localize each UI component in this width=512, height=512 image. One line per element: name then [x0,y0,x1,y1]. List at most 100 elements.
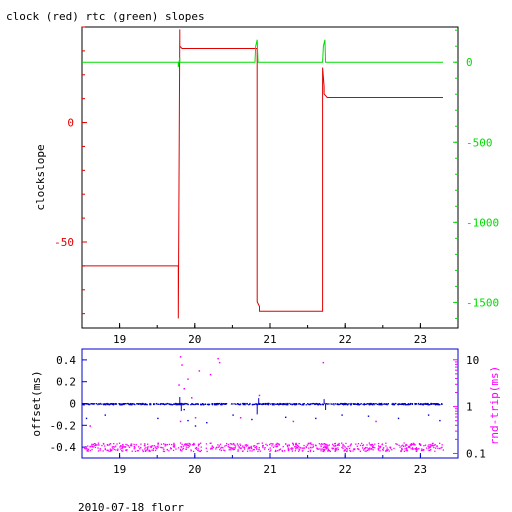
rndtrip-point [227,443,229,446]
offset-point [259,403,261,405]
offset-point [104,403,106,405]
offset-point [145,403,147,406]
rndtrip-point [139,448,141,450]
rndtrip-point [102,450,104,452]
rndtrip-point [185,448,188,450]
offset-point [262,403,265,405]
rndtrip-point [322,361,325,364]
rndtrip-point [110,443,112,445]
rndtrip-point [110,449,112,451]
offset-point [220,404,222,406]
offset-point [317,403,320,405]
rndtrip-point [254,445,256,447]
rndtrip-point [174,444,176,446]
rndtrip-point [292,442,294,444]
rndtrip-point [334,445,336,447]
bottom-y-tick-label: 0.2 [56,376,76,389]
rndtrip-point [409,446,411,449]
rndtrip-point [344,449,346,451]
rndtrip-point [310,447,312,449]
rndtrip-point [94,446,97,449]
offset-point [397,417,400,420]
offset-point [214,403,216,406]
rndtrip-point [271,443,273,445]
rndtrip-point [287,447,289,449]
offset-point [197,403,199,406]
rndtrip-point [335,447,337,450]
offset-point [158,403,160,405]
rndtrip-point [322,446,325,448]
rndtrip-point [97,442,100,444]
rndtrip-point [264,447,266,449]
rndtrip-point [381,443,384,445]
rndtrip-point [251,450,253,452]
rndtrip-point [271,445,273,447]
rndtrip-point [327,448,329,450]
offset-point [335,403,337,405]
offset-point [182,404,184,406]
rndtrip-point [108,444,110,446]
rndtrip-point [258,442,260,445]
rndtrip-point [372,445,374,448]
offset-point [370,403,372,405]
rndtrip-point [337,447,339,449]
rndtrip-point [435,447,437,449]
rndtrip-point [164,443,166,445]
rndtrip-point [268,448,270,451]
offset-point [315,417,317,420]
offset-point [140,403,142,405]
offset-point [397,403,399,406]
rndtrip-point [318,448,320,450]
rndtrip-point [138,446,140,448]
offset-point [427,403,429,406]
rndtrip-point [136,450,138,452]
rndtrip-point [320,450,322,452]
offset-point [109,403,112,405]
rndtrip-point [122,444,124,446]
offset-point [322,404,324,406]
rndtrip-point [414,444,416,446]
rndtrip-point [372,446,375,449]
offset-point [115,403,118,405]
rndtrip-point [197,445,200,447]
rndtrip-point [334,449,337,452]
rndtrip-point [247,448,249,450]
offset-point [345,403,347,406]
rndtrip-point [413,444,415,446]
offset-point [127,402,129,405]
rndtrip-point [423,445,425,447]
rndtrip-point [322,450,324,452]
offset-point [168,403,170,405]
rndtrip-point [170,447,172,449]
top-y-tick-label: -50 [54,236,74,249]
rndtrip-point [245,444,247,446]
rndtrip-point [428,447,430,449]
rndtrip-point [356,445,358,447]
offset-point [414,403,416,405]
rndtrip-point [429,446,431,448]
rndtrip-point [303,447,306,449]
offset-point [425,403,428,405]
offset-point [409,402,412,405]
rndtrip-point [295,446,297,448]
rndtrip-point [326,445,328,447]
rndtrip-point [295,448,297,450]
rndtrip-point [120,445,122,447]
rndtrip-point [172,449,175,451]
offset-point [430,402,433,405]
rndtrip-point [258,447,260,449]
bottom-y-tick-label: 0.4 [56,354,76,367]
offset-point [166,403,168,405]
rndtrip-point [362,445,364,447]
offset-point [85,417,88,420]
offset-point [118,403,120,405]
rndtrip-point [386,449,388,451]
rndtrip-point [206,450,208,453]
rndtrip-point [113,448,115,451]
offset-point [403,403,405,405]
offset-point [163,404,166,406]
offset-point [203,404,205,406]
rndtrip-point [128,445,130,447]
rndtrip-point [288,449,290,451]
rndtrip-point [152,445,154,447]
